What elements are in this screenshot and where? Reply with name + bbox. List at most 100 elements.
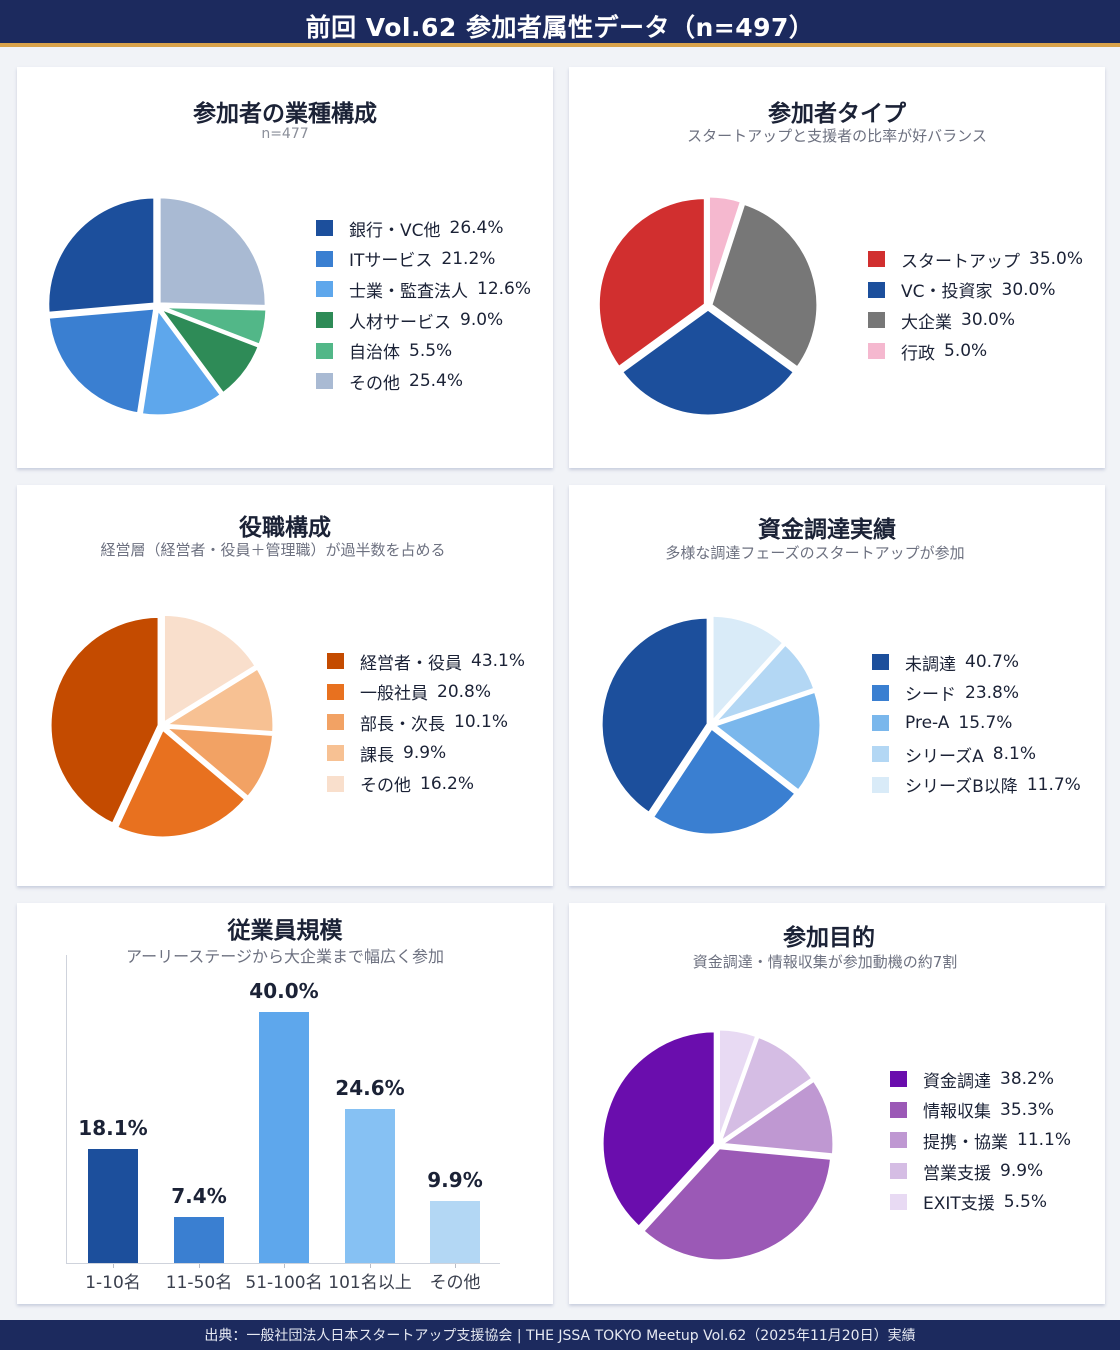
- bar-value-label: 9.9%: [427, 1167, 483, 1192]
- legend-swatch-icon: [316, 373, 333, 390]
- legend-label: シリーズB以降: [905, 777, 1018, 798]
- pie-slice: [600, 1029, 717, 1229]
- legend-label: その他: [349, 373, 400, 394]
- industry-title: 参加者の業種構成: [193, 101, 377, 127]
- funding-pie-chart: [599, 613, 823, 837]
- legend-item: 部長・次長 10.1%: [327, 707, 525, 738]
- x-tick-label: 11-50名: [165, 1273, 233, 1293]
- legend-value: 5.0%: [944, 341, 988, 362]
- legend-swatch-icon: [872, 654, 889, 671]
- legend-value: 15.7%: [958, 713, 1013, 734]
- page-title: 前回 Vol.62 参加者属性データ（n=497）: [305, 12, 815, 42]
- bar-value-label: 7.4%: [171, 1183, 227, 1208]
- legend-item: 未調達 40.7%: [872, 647, 1081, 678]
- legend-value: 11.1%: [1017, 1130, 1072, 1151]
- legend-label: シード: [905, 685, 956, 706]
- pie-slice: [641, 1146, 834, 1263]
- legend-value: 9.0%: [460, 310, 504, 331]
- legend-label: 人材サービス: [349, 312, 451, 333]
- industry-panel: 参加者の業種構成 n=477 銀行・VC他 26.4% ITサービス 21.2% 士業・…: [17, 67, 553, 468]
- pie-slice: [712, 689, 823, 793]
- pie-slice: [163, 666, 276, 735]
- legend-value: 5.5%: [1003, 1191, 1047, 1212]
- legend-swatch-icon: [872, 684, 889, 701]
- legend-value: 26.4%: [449, 218, 504, 239]
- legend-item: 経営者・役員 43.1%: [327, 646, 525, 677]
- legend-label: 情報収集: [923, 1102, 991, 1123]
- pie-slice: [48, 614, 161, 826]
- legend-label: VC・投資家: [901, 282, 993, 303]
- pie-slice: [139, 307, 223, 418]
- position-title: 役職構成: [239, 515, 331, 541]
- legend-swatch-icon: [327, 775, 344, 792]
- legend-item: 行政 5.0%: [868, 336, 1083, 367]
- legend-value: 11.7%: [1026, 774, 1081, 795]
- pie-slice: [706, 194, 744, 305]
- x-tick-label: 51-100名: [245, 1273, 323, 1293]
- type-panel: 参加者タイプ スタートアップと支援者の比率が好バランス スタートアップ 35.0%…: [569, 67, 1105, 468]
- legend-value: 30.0%: [961, 310, 1016, 331]
- industry-pie-chart: [46, 195, 269, 418]
- pie-slice: [650, 726, 798, 837]
- legend-item: 情報収集 35.3%: [890, 1095, 1071, 1126]
- legend-item: 士業・監査法人 12.6%: [316, 274, 531, 305]
- legend-swatch-icon: [872, 776, 889, 793]
- legend-label: 自治体: [349, 343, 400, 364]
- page-header: 前回 Vol.62 参加者属性データ（n=497）: [0, 0, 1120, 47]
- purpose-legend: 資金調達 38.2% 情報収集 35.3% 提携・協業 11.1% 営業支援 9.9% EXIT…: [890, 1064, 1071, 1217]
- source-note: 出典：一般社団法人日本スタートアップ支援協会 | THE JSSA TOKYO …: [204, 1328, 916, 1344]
- purpose-pie-chart: [600, 1027, 836, 1263]
- legend-swatch-icon: [316, 312, 333, 329]
- x-tick-label: 1-10名: [85, 1273, 141, 1293]
- pie-slice: [596, 196, 707, 370]
- legend-swatch-icon: [316, 250, 333, 267]
- legend-label: 一般社員: [360, 684, 428, 705]
- legend-label: シリーズA: [905, 746, 984, 767]
- pie-slice: [709, 201, 820, 370]
- legend-label: 大企業: [901, 312, 952, 333]
- legend-label: EXIT支援: [923, 1194, 995, 1215]
- legend-label: 銀行・VC他: [349, 220, 441, 241]
- pie-slice: [712, 642, 817, 725]
- legend-item: スタートアップ 35.0%: [868, 244, 1083, 275]
- pie-slice: [161, 612, 258, 725]
- pie-slice: [46, 195, 157, 315]
- industry-subtitle: n=477: [261, 126, 309, 142]
- pie-slice: [619, 307, 797, 418]
- legend-item: 人材サービス 9.0%: [316, 305, 531, 336]
- legend-item: 自治体 5.5%: [316, 335, 531, 366]
- legend-swatch-icon: [890, 1071, 907, 1088]
- legend-item: その他 25.4%: [316, 366, 531, 397]
- legend-swatch-icon: [868, 312, 885, 329]
- legend-swatch-icon: [890, 1101, 907, 1118]
- legend-item: 提携・協業 11.1%: [890, 1125, 1071, 1156]
- legend-item: 大企業 30.0%: [868, 305, 1083, 336]
- industry-legend: 銀行・VC他 26.4% ITサービス 21.2% 士業・監査法人 12.6% 人材サービス…: [316, 213, 531, 397]
- legend-swatch-icon: [890, 1193, 907, 1210]
- pie-slice: [717, 1027, 759, 1144]
- legend-item: シリーズB以降 11.7%: [872, 769, 1081, 800]
- bar: [88, 1149, 138, 1263]
- legend-swatch-icon: [868, 251, 885, 268]
- x-tick-label: その他: [429, 1273, 481, 1293]
- legend-value: 5.5%: [409, 340, 453, 361]
- legend-item: Pre-A 15.7%: [872, 708, 1081, 739]
- legend-label: 提携・協業: [923, 1132, 1008, 1153]
- legend-item: 資金調達 38.2%: [890, 1064, 1071, 1095]
- pie-slice: [718, 1034, 815, 1145]
- legend-swatch-icon: [327, 714, 344, 731]
- legend-swatch-icon: [890, 1163, 907, 1180]
- purpose-title: 参加目的: [783, 925, 875, 951]
- type-pie-chart: [596, 194, 820, 418]
- legend-item: ITサービス 21.2%: [316, 244, 531, 275]
- pie-slice: [719, 1078, 836, 1157]
- legend-item: 課長 9.9%: [327, 738, 525, 769]
- legend-label: Pre-A: [905, 713, 950, 734]
- legend-value: 25.4%: [409, 371, 464, 392]
- legend-label: スタートアップ: [901, 251, 1020, 272]
- funding-title: 資金調達実績: [758, 517, 896, 543]
- legend-value: 21.2%: [441, 248, 496, 269]
- position-panel: 役職構成 経営層（経営者・役員＋管理職）が過半数を占める 経営者・役員 43.1%…: [17, 485, 553, 886]
- pie-slice: [158, 305, 269, 347]
- legend-item: シード 23.8%: [872, 678, 1081, 709]
